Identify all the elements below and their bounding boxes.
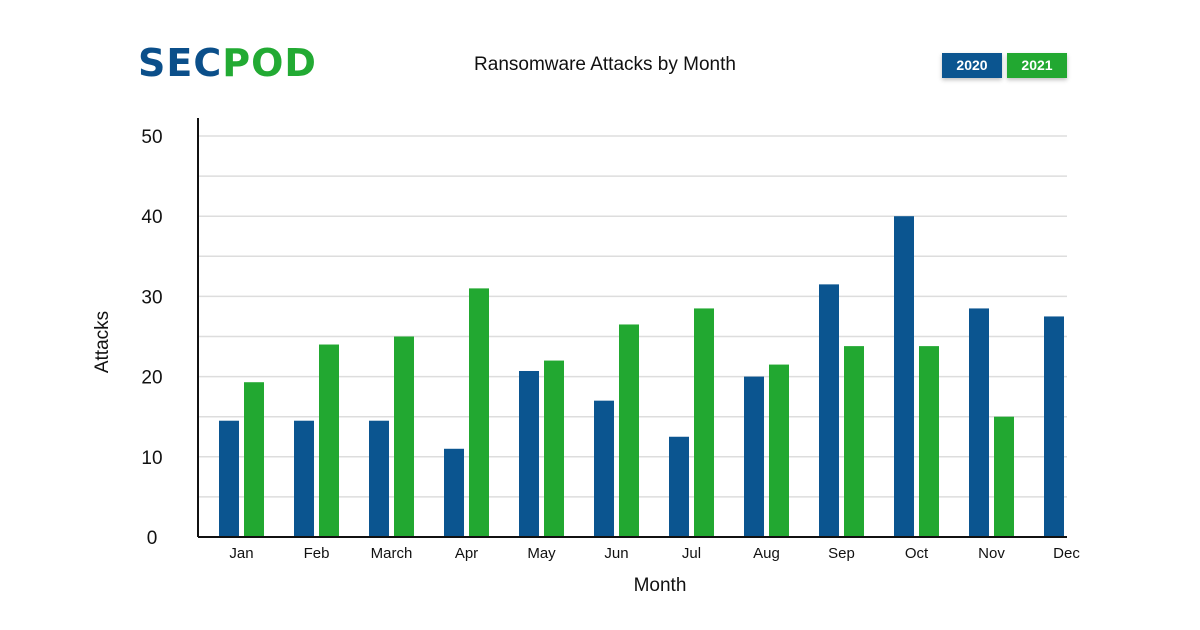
x-tick-label: Feb: [304, 545, 330, 562]
x-tick-label: Dec: [1053, 545, 1080, 562]
y-tick-label: 10: [141, 448, 162, 469]
x-axis-title: Month: [634, 575, 687, 596]
bar-2021-oct: [919, 346, 939, 537]
x-tick-label: Aug: [753, 545, 780, 562]
y-tick-label: 40: [141, 207, 162, 228]
bar-2020-march: [369, 420, 389, 537]
x-tick-label: Apr: [455, 545, 478, 562]
bar-2020-dec: [1044, 316, 1064, 537]
logo-text-sec: SEC: [138, 41, 223, 85]
bar-2020-nov: [969, 308, 989, 537]
bar-2020-apr: [444, 448, 464, 537]
bar-2021-may: [544, 360, 564, 537]
secpod-logo: SECPOD: [138, 41, 316, 85]
bar-2021-feb: [319, 344, 339, 537]
x-tick-label: Sep: [828, 545, 855, 562]
bar-2020-jan: [219, 420, 239, 537]
logo-text-pod: POD: [222, 41, 317, 85]
bar-2020-oct: [894, 216, 914, 537]
chart-legend: 2020 2021: [942, 53, 1067, 78]
x-tick-label: Oct: [905, 545, 929, 562]
bar-2021-nov: [994, 416, 1014, 537]
bar-2020-jun: [594, 400, 614, 537]
bar-2021-jun: [619, 324, 639, 537]
x-tick-label: March: [371, 545, 413, 562]
y-tick-label: 30: [141, 287, 162, 308]
y-axis-title: Attacks: [92, 311, 113, 373]
bar-2021-jan: [244, 382, 264, 537]
bar-2020-feb: [294, 420, 314, 537]
bar-2021-apr: [469, 288, 489, 537]
y-tick-label: 50: [141, 127, 162, 148]
x-tick-label: May: [527, 545, 556, 562]
bar-2021-jul: [694, 308, 714, 537]
bar-2021-sep: [844, 346, 864, 537]
y-tick-label: 20: [141, 368, 162, 389]
chart-title: Ransomware Attacks by Month: [474, 54, 736, 75]
x-tick-label: Jan: [229, 545, 253, 562]
x-tick-label: Nov: [978, 545, 1005, 562]
bar-2020-sep: [819, 284, 839, 537]
bar-2020-jul: [669, 436, 689, 537]
x-tick-label: Jun: [604, 545, 628, 562]
bar-2021-aug: [769, 364, 789, 537]
legend-item-2021: 2021: [1007, 53, 1067, 78]
bar-2021-march: [394, 336, 414, 537]
bar-2020-may: [519, 370, 539, 537]
legend-item-2020: 2020: [942, 53, 1002, 78]
bar-2020-aug: [744, 376, 764, 537]
x-tick-label: Jul: [682, 545, 701, 562]
y-tick-label: 0: [147, 528, 158, 549]
